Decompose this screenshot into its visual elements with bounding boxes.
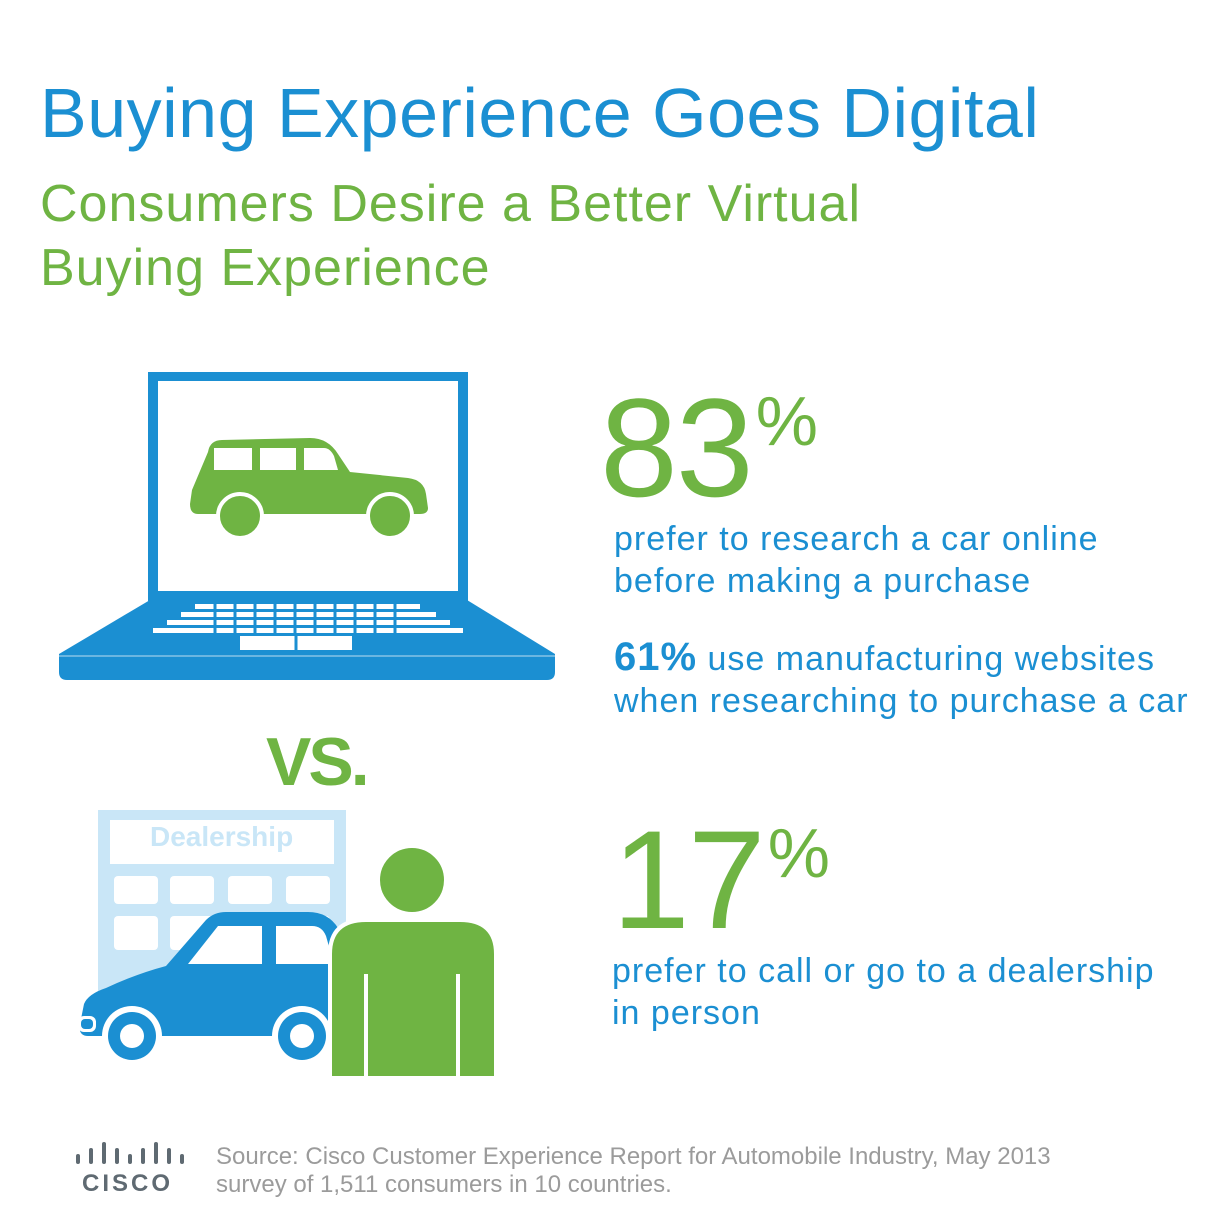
- stat-websites-line-1: 61% use manufacturing websites: [614, 636, 1189, 680]
- stat-dealership-unit: %: [767, 814, 830, 892]
- subtitle-line-2: Buying Experience: [40, 239, 491, 297]
- stat-dealership-line-2: in person: [612, 994, 761, 1032]
- page-subtitle: Consumers Desire a Better Virtual Buying…: [40, 172, 861, 300]
- stat-websites-value: 61%: [614, 635, 698, 679]
- source-line-1: Source: Cisco Customer Experience Report…: [216, 1143, 1051, 1170]
- page-title: Buying Experience Goes Digital: [40, 74, 1040, 152]
- cisco-logo-icon: [76, 1142, 184, 1164]
- person-icon: [328, 844, 498, 1078]
- stat-online-description: prefer to research a car online before m…: [614, 518, 1099, 602]
- vs-label: VS.: [266, 724, 370, 800]
- car-icon: [78, 912, 357, 1066]
- stat-dealership-description: prefer to call or go to a dealership in …: [612, 950, 1155, 1034]
- stat-websites-line-2: when researching to purchase a car: [614, 682, 1189, 720]
- stat-online-value: 83%: [600, 378, 818, 518]
- stat-websites-description: 61% use manufacturing websites when rese…: [614, 636, 1189, 722]
- source-note: Source: Cisco Customer Experience Report…: [216, 1143, 1051, 1199]
- stat-dealership-number: 17: [612, 801, 766, 958]
- dealership-sign: Dealership: [150, 821, 294, 852]
- stat-websites-line-1-text: use manufacturing websites: [697, 640, 1155, 678]
- subtitle-line-1: Consumers Desire a Better Virtual: [40, 175, 862, 233]
- suv-icon: [190, 438, 428, 538]
- stat-online-line-1: prefer to research a car online: [614, 520, 1099, 558]
- stat-dealership-value: 17%: [612, 810, 830, 950]
- stat-dealership-line-1: prefer to call or go to a dealership: [612, 952, 1155, 990]
- stat-online-number: 83: [600, 369, 754, 526]
- cisco-logo-text: CISCO: [82, 1170, 174, 1197]
- stat-online-unit: %: [755, 382, 818, 460]
- source-line-2: survey of 1,511 consumers in 10 countrie…: [216, 1171, 672, 1198]
- stat-online-line-2: before making a purchase: [614, 562, 1032, 600]
